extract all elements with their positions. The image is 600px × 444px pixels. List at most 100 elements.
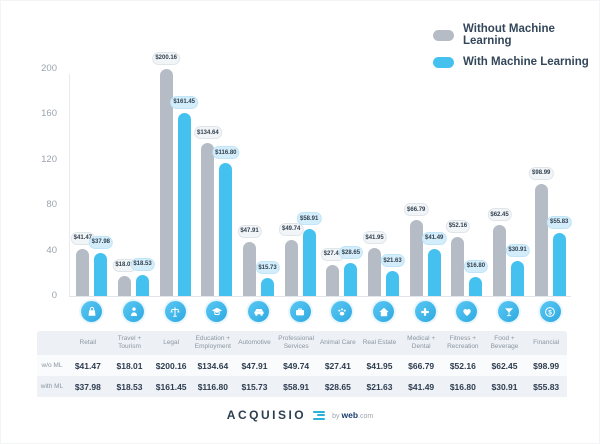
table-value-with-ml: $30.91 [483,376,526,397]
legend-label-with: With Machine Learning [463,56,589,68]
table-header-cell: Education + Employment [194,335,231,350]
table-value-wo-ml: $200.16 [150,355,192,376]
category-icon-slot [363,301,405,322]
travel-icon [123,301,144,322]
bar-without-ml: $134.64 [193,126,222,296]
value-bubble: $66.79 [404,203,429,217]
table-header-cell: Real Estate [362,339,397,347]
value-bubble: $55.83 [547,215,572,229]
row-label-wo-ml: w/o ML [37,355,67,376]
table-corner-cell [37,331,67,355]
bar-with-ml: $58.91 [297,212,322,296]
financial-icon: $ [539,301,561,322]
bar-without-ml: $98.99 [529,166,554,296]
table-value-with-ml: $41.49 [400,376,442,397]
bar-without-ml: $41.47 [70,231,96,296]
table-value-with-ml: $15.73 [233,376,276,397]
bar-with-ml: $116.80 [212,146,240,296]
table-header-cell: Legal [163,339,180,347]
category-icon-slot: $ [529,301,571,322]
value-bubble: $16.80 [463,259,489,273]
bar-group: $66.79 $41.49 [404,69,447,296]
bar-with-ml: $37.98 [88,235,114,296]
category-icon-slot [488,301,530,322]
y-tick-label: 0 [51,290,57,301]
bar-without-ml: $200.16 [152,51,181,296]
bar-group: $98.99 $55.83 [529,69,572,296]
value-bubble: $116.80 [212,146,240,160]
legend-swatch-without-icon [433,29,454,41]
value-bubble: $47.91 [237,224,262,238]
bar-group: $52.16 $16.80 [445,69,489,296]
legal-icon [164,301,186,322]
automotive-icon [248,301,270,322]
retail-icon [81,301,103,322]
value-bubble: $200.16 [152,51,181,65]
value-bubble: $21.63 [380,254,405,268]
bar-without-ml: $18.01 [112,258,137,296]
bar-with-ml: $18.53 [130,257,155,296]
table-value-with-ml: $58.91 [275,376,317,397]
bar-with-ml: $161.45 [170,95,199,296]
table-value-wo-ml: $41.95 [358,355,401,376]
value-bubble: $52.16 [445,219,471,233]
y-tick-label: 200 [41,63,57,74]
bar-with-ml: $28.65 [338,246,364,296]
table-value-with-ml: $161.45 [150,376,192,397]
value-bubble: $28.65 [338,246,364,260]
footer-logo: ACQUISIO by web.com [1,408,599,422]
y-axis-line [69,74,70,296]
bar-without-ml: $66.79 [404,203,429,296]
bar-with-ml: $41.49 [422,231,447,296]
table-value-with-ml: $18.53 [108,376,151,397]
table-value-with-ml: $55.83 [525,376,567,397]
legend-item-without-ml[interactable]: Without Machine Learning [433,23,599,47]
value-bubble: $37.98 [88,235,114,249]
legend-item-with-ml[interactable]: With Machine Learning [433,56,599,68]
table-header-cell: Travel + Tourism [117,335,142,350]
bar-group: $200.16 $161.45 [152,51,199,296]
table-header-cell: Medical + Dental [407,335,436,350]
table-header-cell: Financial [533,339,560,347]
table-header-cell: Retail [79,339,97,347]
bar-with-ml: $21.63 [380,254,405,296]
table-value-wo-ml: $134.64 [192,355,234,376]
bar-with-ml: $16.80 [463,259,489,296]
value-bubble: $58.91 [297,212,322,226]
value-bubble: $62.45 [487,208,512,222]
acquisio-logo-icon [313,410,326,420]
value-bubble: $18.53 [130,257,155,271]
professional-services-icon [289,301,311,322]
acquisio-wordmark: ACQUISIO [226,408,307,422]
bar-group: $41.95 $21.63 [362,69,405,296]
education-icon [206,301,228,322]
table-value-wo-ml: $49.74 [275,355,317,376]
byline: by web.com [332,410,374,420]
value-bubble: $15.73 [255,261,280,275]
table-header-cell: Food + Beverage [490,335,519,350]
fitness-icon [456,301,478,322]
category-icon-slot [446,301,488,322]
category-icon-slot [71,301,113,322]
x-axis-line [69,296,571,297]
table-value-wo-ml: $18.01 [108,355,151,376]
table-value-wo-ml: $62.45 [483,355,526,376]
medical-icon [414,301,436,322]
value-bubble: $30.91 [505,243,530,257]
table-value-with-ml: $16.80 [442,376,484,397]
values-table: Retail Travel + Tourism Legal Education + E… [37,331,567,397]
animal-care-icon [331,301,353,322]
table-value-wo-ml: $66.79 [400,355,442,376]
legend-label-without: Without Machine Learning [463,23,555,47]
row-label-with-ml: with ML [37,376,67,397]
bar-group: $18.01 $18.53 [112,69,155,296]
bar-group: $47.91 $15.73 [237,69,280,296]
category-icon-slot [196,301,238,322]
bar-without-ml: $62.45 [487,208,512,296]
table-header-cell: Automotive [238,339,271,347]
category-icon-slot [154,301,196,322]
y-tick-label: 40 [46,244,57,256]
real-estate-icon [373,301,395,322]
food-icon [498,301,520,322]
table-value-wo-ml: $52.16 [442,355,484,376]
